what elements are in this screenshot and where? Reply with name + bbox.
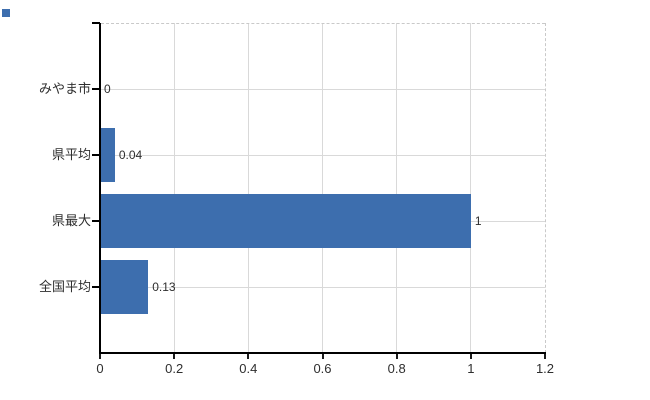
x-axis-tick (321, 354, 324, 359)
x-axis-tick-label: 0 (96, 361, 104, 376)
x-axis-tick-label: 0.4 (239, 361, 258, 376)
category-tick (92, 286, 100, 288)
x-axis (99, 352, 546, 354)
gridline-horizontal (101, 286, 545, 288)
category-label: 県平均 (51, 147, 91, 162)
gridline-vertical (322, 23, 323, 353)
bar-value-label: 0.04 (118, 148, 143, 162)
bar-value-label: 0.13 (152, 280, 176, 294)
x-axis-tick-label: 1 (467, 361, 475, 376)
gridline-vertical (247, 23, 249, 353)
x-axis-tick (99, 354, 101, 359)
x-axis-tick (173, 354, 176, 359)
gridline-vertical (173, 23, 175, 353)
chart-bar (101, 194, 471, 248)
gridline-vertical (470, 23, 472, 353)
category-tick (92, 88, 100, 90)
bar-value-label: 0 (104, 82, 111, 96)
gridline-horizontal (101, 88, 545, 90)
chart-bar (101, 260, 149, 314)
category-label: みやま市 (38, 81, 91, 96)
x-axis-tick-label: 0.2 (165, 361, 184, 376)
x-axis-tick-label: 1.2 (535, 361, 555, 376)
bar-value-label: 1 (474, 214, 482, 228)
plot-border-right (545, 23, 546, 353)
category-label: 県最大 (51, 213, 91, 228)
y-axis (99, 23, 101, 354)
y-axis-top-tick (92, 22, 100, 24)
x-axis-tick (395, 354, 398, 359)
category-tick (92, 154, 100, 156)
category-tick (92, 220, 100, 222)
plot-border-top (101, 23, 545, 24)
x-axis-tick (544, 354, 546, 359)
x-axis-tick (469, 354, 472, 359)
legend-swatch (2, 9, 10, 17)
chart-bar (101, 128, 115, 182)
gridline-vertical (396, 23, 398, 353)
gridline-horizontal (101, 154, 545, 156)
x-axis-tick-label: 0.8 (387, 361, 406, 376)
x-axis-tick-label: 0.6 (313, 361, 332, 376)
category-label: 全国平均 (38, 279, 91, 294)
x-axis-tick (247, 354, 250, 359)
